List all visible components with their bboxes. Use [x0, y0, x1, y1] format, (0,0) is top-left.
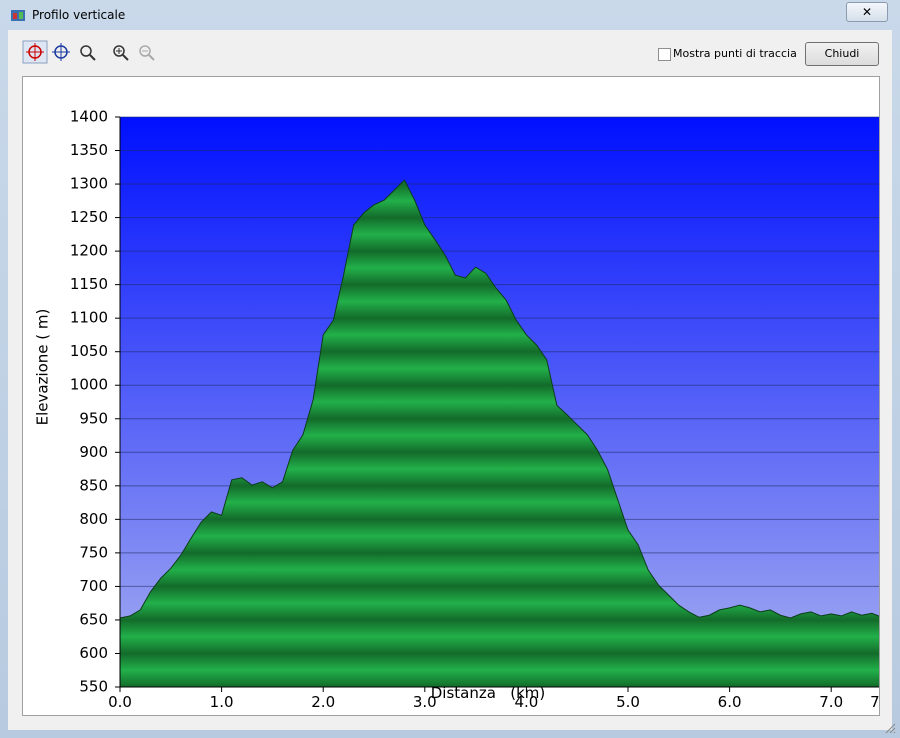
- y-tick-label: 1200: [70, 242, 108, 260]
- y-tick-label: 1000: [70, 376, 108, 394]
- x-tick-label: 2.0: [311, 693, 335, 711]
- tool-zoom-in[interactable]: [113, 45, 129, 61]
- y-tick-label: 750: [79, 543, 108, 561]
- title-bar: Profilo verticale ✕: [0, 0, 900, 30]
- tool-crosshair[interactable]: [52, 43, 70, 61]
- x-tick-label: 4.0: [514, 693, 538, 711]
- close-window[interactable]: ✕: [846, 2, 888, 22]
- toolbar: [22, 40, 155, 64]
- y-tick-label: 1400: [70, 108, 108, 126]
- elevation-area: [119, 179, 883, 688]
- y-tick-label: 800: [79, 510, 108, 528]
- y-tick-label: 650: [79, 610, 108, 628]
- y-tick-label: 850: [79, 476, 108, 494]
- y-tick-label: 1300: [70, 175, 108, 193]
- y-tick-label: 550: [79, 678, 108, 696]
- chart: Elevazione ( m) Distanza (km) 550 600 650 7…: [34, 108, 894, 712]
- y-axis-label: Elevazione ( m): [34, 309, 52, 426]
- y-tick-label: 900: [79, 443, 108, 461]
- y-tick-label: 950: [79, 409, 108, 427]
- x-tick-label: 3.0: [413, 693, 437, 711]
- app-icon: [11, 10, 25, 21]
- x-tick-label: 1.0: [210, 693, 234, 711]
- y-tick-label: 1100: [70, 309, 108, 327]
- checkbox[interactable]: [658, 48, 671, 61]
- window-title: Profilo verticale: [32, 8, 126, 22]
- close-button[interactable]: Chiudi: [805, 42, 879, 66]
- x-tick-label: 5.0: [616, 693, 640, 711]
- tool-zoom-area[interactable]: [80, 45, 96, 61]
- y-tick-label: 700: [79, 577, 108, 595]
- x-tick-label: 7.5: [870, 693, 879, 711]
- y-tick-label: 1050: [70, 342, 108, 360]
- y-tick-label: 1250: [70, 208, 108, 226]
- resize-grip: [885, 723, 896, 734]
- client-area: Mostra punti di traccia Chiudi Elevazion…: [8, 30, 894, 730]
- y-tick-label: 1150: [70, 275, 108, 293]
- tool-select-point[interactable]: [22, 40, 48, 64]
- tool-zoom-out[interactable]: [139, 45, 155, 61]
- x-tick-label: 0.0: [108, 693, 132, 711]
- x-tick-label: 6.0: [718, 693, 742, 711]
- y-tick-label: 600: [79, 644, 108, 662]
- y-tick-label: 1350: [70, 141, 108, 159]
- x-tick-label: 7.0: [819, 693, 843, 711]
- x-axis-label: Distanza (km): [431, 684, 546, 702]
- checkbox-label[interactable]: Mostra punti di traccia: [673, 47, 797, 60]
- chart-panel: Elevazione ( m) Distanza (km) 550 600 650 7…: [22, 76, 894, 716]
